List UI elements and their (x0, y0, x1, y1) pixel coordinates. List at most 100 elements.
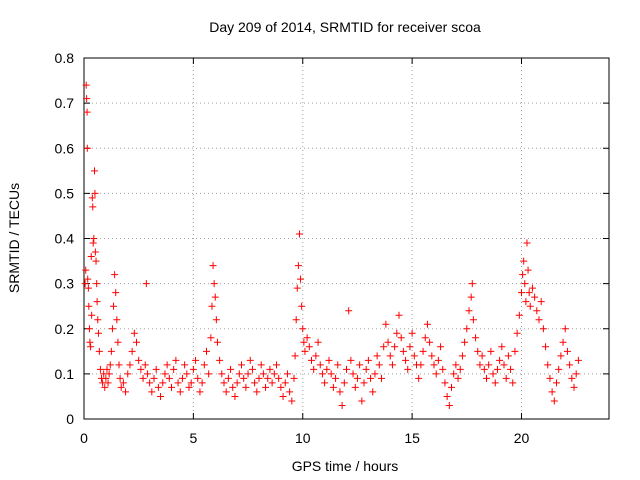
data-point (266, 365, 274, 373)
chart-title: Day 209 of 2014, SRMTID for receiver sco… (209, 19, 481, 35)
data-point (88, 311, 96, 319)
data-point (89, 203, 97, 211)
data-point (417, 361, 425, 369)
data-point (224, 374, 232, 382)
data-point (323, 365, 331, 373)
data-point (509, 379, 517, 387)
data-point (192, 356, 200, 364)
data-point (82, 266, 90, 274)
data-point (297, 275, 305, 283)
data-point (533, 307, 541, 315)
data-point (91, 189, 99, 197)
data-point (139, 374, 147, 382)
data-point (286, 388, 294, 396)
data-point (513, 329, 521, 337)
data-point (327, 370, 335, 378)
data-point (259, 370, 267, 378)
data-point (288, 397, 296, 405)
data-point (325, 356, 333, 364)
data-point (135, 356, 143, 364)
y-tick-labels: 0 0.1 0.2 0.3 0.4 0.5 0.6 0.7 0.8 (55, 50, 75, 427)
data-point (548, 388, 556, 396)
data-point (290, 374, 298, 382)
data-point (480, 365, 488, 373)
data-point (391, 343, 399, 351)
data-point (172, 356, 180, 364)
data-point (375, 361, 383, 369)
data-point (443, 392, 451, 400)
data-point (281, 379, 289, 387)
data-point (178, 374, 186, 382)
data-point (469, 316, 477, 324)
data-point (301, 347, 309, 355)
x-tick-label: 5 (189, 430, 197, 446)
data-point (360, 379, 368, 387)
data-point (515, 311, 523, 319)
data-point (303, 334, 311, 342)
data-point (428, 352, 436, 360)
data-point (525, 289, 533, 297)
data-point (89, 239, 97, 247)
data-point (115, 361, 123, 369)
y-tick-label: 0.5 (55, 185, 75, 201)
data-point (257, 361, 265, 369)
data-point (146, 379, 154, 387)
y-axis-label: SRMTID / TECUs (6, 183, 22, 293)
data-point (141, 361, 149, 369)
data-point (393, 329, 401, 337)
data-point (362, 365, 370, 373)
data-point (489, 370, 497, 378)
data-point (102, 374, 110, 382)
data-point (240, 374, 248, 382)
axis-ticks (83, 57, 609, 420)
data-point (85, 302, 93, 310)
data-point (305, 343, 313, 351)
y-tick-label: 0.7 (55, 95, 75, 111)
data-point (94, 329, 102, 337)
data-point (474, 347, 482, 355)
x-tick-labels: 0 5 10 15 20 (80, 430, 529, 446)
data-point (520, 257, 528, 265)
data-point (273, 361, 280, 369)
data-point (114, 338, 122, 346)
data-point (340, 379, 348, 387)
data-point (277, 383, 285, 391)
data-point (185, 383, 193, 391)
data-point (458, 352, 466, 360)
data-point (279, 392, 287, 400)
data-point (524, 266, 532, 274)
y-tick-label: 0.2 (55, 321, 75, 337)
x-tick-label: 15 (404, 430, 420, 446)
data-point (336, 388, 344, 396)
data-point (117, 383, 125, 391)
data-point (450, 370, 458, 378)
data-point (504, 352, 512, 360)
data-point (498, 343, 506, 351)
data-point (161, 370, 169, 378)
data-point (334, 361, 342, 369)
data-point (150, 374, 158, 382)
data-point (472, 334, 480, 342)
data-point (233, 379, 241, 387)
data-point (292, 316, 300, 324)
data-point (437, 343, 445, 351)
data-point (198, 379, 206, 387)
data-point (468, 280, 476, 288)
data-point (251, 379, 259, 387)
data-point (210, 280, 218, 288)
data-point (203, 347, 210, 355)
data-point (531, 293, 539, 301)
data-point (83, 144, 91, 152)
data-point (338, 401, 346, 409)
data-point (130, 329, 138, 337)
data-point (318, 370, 326, 378)
data-point (196, 388, 204, 396)
data-point (128, 347, 136, 355)
data-point (568, 374, 576, 382)
data-point (310, 365, 318, 373)
data-point (430, 361, 438, 369)
data-point (345, 307, 353, 315)
data-point (421, 334, 429, 342)
data-point (467, 293, 475, 301)
data-point (423, 320, 431, 328)
